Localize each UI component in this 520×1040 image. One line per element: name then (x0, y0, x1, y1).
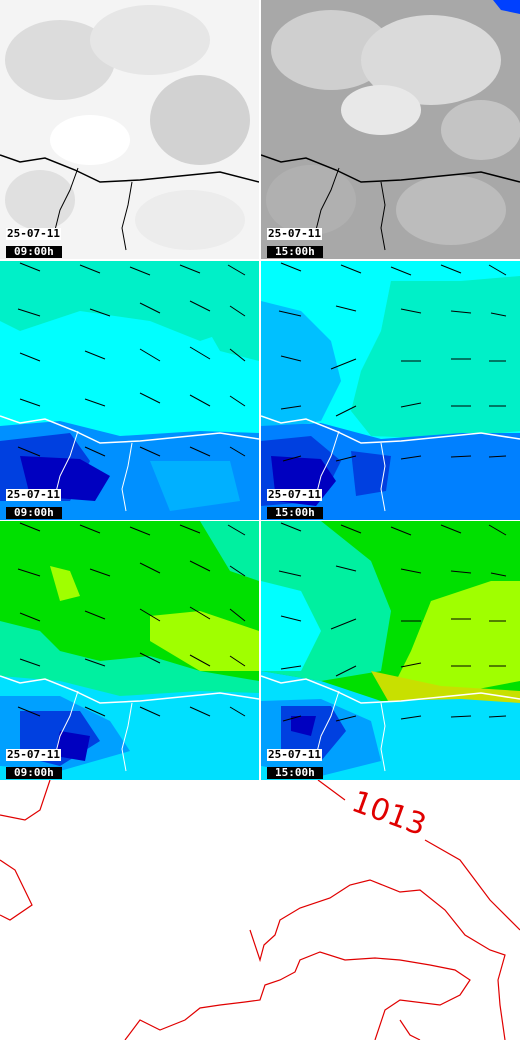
panel-date-label: 25-07-11 (6, 488, 61, 501)
weather-map-grid: 25-07-11 09:00h 25-07-11 15:00h (0, 0, 520, 780)
panel-date-label: 25-07-11 (267, 488, 322, 501)
isobar-line (0, 859, 33, 921)
panel-time-label: 15:00h (267, 767, 323, 779)
panel-date-label: 25-07-11 (6, 748, 61, 761)
panel-date-label: 25-07-11 (267, 748, 322, 761)
cloud-map-0900: 25-07-11 09:00h (0, 0, 259, 259)
temperature-map-1500: 25-07-11 15:00h (261, 521, 520, 780)
humidity-map-1500: 25-07-11 15:00h (261, 261, 520, 520)
panel-time-label: 09:00h (6, 246, 62, 258)
panel-time-label: 15:00h (267, 246, 323, 258)
panel-time-label: 09:00h (6, 767, 62, 779)
panel-time-label: 15:00h (267, 507, 323, 519)
cloud-map-1500: 25-07-11 15:00h (261, 0, 520, 259)
panel-date-label: 25-07-11 (6, 227, 61, 240)
isobar-line (249, 879, 506, 1040)
panel-time-label: 09:00h (6, 507, 62, 519)
isobar-line (424, 839, 520, 931)
humidity-map-0900: 25-07-11 09:00h (0, 261, 259, 520)
panel-date-label: 25-07-11 (267, 227, 322, 240)
isobar-label: 1013 (347, 784, 431, 843)
temperature-map-0900: 25-07-11 09:00h (0, 521, 259, 780)
isobar-map: 1013 (0, 780, 520, 1040)
isobar-line (317, 780, 346, 801)
isobar-line (124, 951, 471, 1040)
isobar-line (0, 780, 51, 821)
isobar-line (399, 1019, 421, 1040)
